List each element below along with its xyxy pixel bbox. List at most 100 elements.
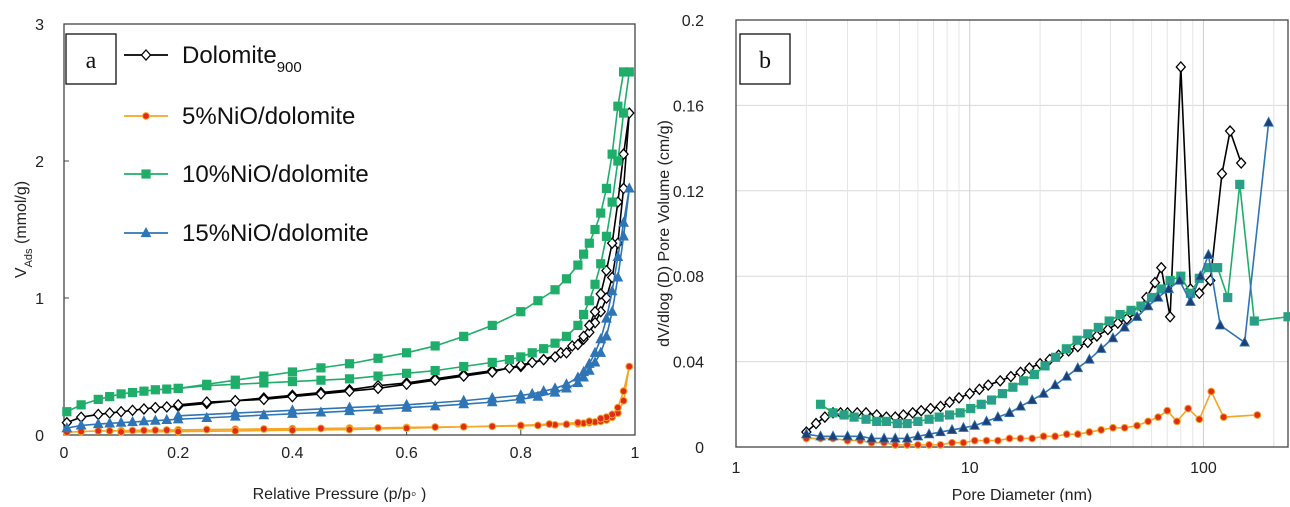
panel-b-data-point: [976, 399, 986, 409]
panel-b-data-point: [969, 419, 981, 430]
panel-a-data-point: [61, 422, 73, 433]
panel-b-data-point: [1083, 329, 1093, 339]
panel-a-data-point: [374, 423, 382, 432]
panel-a-data-point: [623, 182, 635, 193]
panel-b-data-point: [1049, 379, 1061, 390]
panel-b-data-point: [819, 411, 831, 424]
panel-b-data-point: [1004, 406, 1015, 417]
panel-a-data-point: [372, 382, 384, 395]
panel-b-data-point: [1085, 428, 1094, 436]
panel-a-data-point: [104, 407, 116, 420]
panel-b-data-point: [861, 414, 871, 424]
panel-b-data-point: [1018, 376, 1029, 386]
panel-b-data-point: [936, 440, 945, 449]
panel-b-data-point: [842, 430, 853, 441]
panel-b-data-point: [970, 436, 979, 445]
panel-b-data-point: [1283, 312, 1290, 322]
panel-a-data-point: [402, 424, 411, 433]
panel-a-data-point: [526, 356, 538, 369]
panel-a-data-point: [172, 409, 184, 420]
panel-a-data-point: [229, 394, 241, 407]
panel-b-data-point: [924, 414, 934, 424]
panel-a-data-point: [601, 330, 612, 341]
panel-b-series: [800, 60, 1290, 449]
panel-b-data-point: [1174, 274, 1185, 285]
panel-b-data-point: [1184, 404, 1193, 413]
panel-a-data-point: [504, 361, 515, 374]
panel-a-label: a: [86, 48, 97, 74]
panel-a-data-point: [372, 403, 384, 414]
panel-b-data-point: [854, 430, 866, 441]
panel-b-data-point: [1193, 287, 1205, 300]
panel-a-data-point: [606, 285, 618, 296]
panel-a-data-point: [201, 411, 213, 422]
panel-a-x-tick-label: 1: [631, 445, 640, 462]
panel-a-data-point: [117, 428, 125, 436]
panel-a-data-point: [288, 426, 297, 435]
panel-a-data-point: [583, 357, 595, 368]
panel-b-data-point: [1051, 432, 1060, 441]
panel-a-series-0: [61, 107, 635, 429]
panel-b-ticks: 1 10 100 0 0.04 0.08 0.12 0.16 0.2: [673, 13, 1217, 477]
panel-b-data-point: [982, 436, 991, 445]
panel-a-data-point: [459, 422, 468, 431]
panel-a-data-point: [573, 320, 583, 331]
panel-a-data-point: [550, 285, 560, 295]
panel-a-data-point: [527, 348, 537, 358]
panel-a-data-point: [92, 417, 104, 429]
panel-a-data-point: [317, 424, 325, 433]
panel-a-data-point: [173, 383, 183, 394]
panel-a-data-point: [161, 400, 173, 413]
panel-a-series-2: [62, 67, 634, 417]
panel-a-x-tick-label: 0.8: [510, 445, 532, 462]
panel-a-x-tick-label: 0: [60, 445, 69, 462]
panel-b-data-point: [828, 408, 838, 418]
panel-a-data-point: [619, 396, 628, 405]
panel-b-data-point: [1109, 423, 1117, 432]
panel-a-data-point: [287, 376, 298, 387]
panel-b-y-tick-label: 0.12: [673, 184, 704, 201]
panel-a-data-point: [201, 396, 213, 409]
panel-a-data-point: [230, 379, 240, 389]
panel-b-data-point: [1144, 417, 1153, 426]
panel-b-data-point: [1207, 387, 1216, 396]
panel-b-data-point: [815, 399, 826, 409]
legend-entry-2: 10%NiO/dolomite: [182, 161, 369, 188]
panel-b-y-tick-label: 0.04: [673, 355, 704, 372]
panel-b-data-point: [997, 389, 1008, 399]
panel-b-data-point: [1029, 369, 1039, 380]
panel-a-data-point: [138, 402, 150, 415]
panel-a-data-point: [607, 197, 617, 207]
panel-b-data-point: [1224, 125, 1236, 137]
panel-a-data-point: [430, 366, 440, 376]
panel-a-data-point: [613, 156, 623, 166]
panel-b-data-point: [1194, 270, 1206, 281]
panel-a-data-point: [127, 415, 138, 427]
legend-entry-name: 10%NiO/dolomite: [182, 161, 369, 188]
panel-b-data-point: [944, 396, 955, 409]
panel-a-data-point: [315, 406, 327, 417]
panel-b-data-point: [974, 383, 985, 396]
panel-b-data-point: [1142, 300, 1154, 311]
panel-b-data-point: [1213, 263, 1223, 273]
panel-a-data-point: [579, 249, 589, 259]
panel-a-data-point: [561, 346, 572, 359]
panel-a-data-point: [149, 414, 161, 425]
panel-b-label: b: [759, 48, 771, 74]
legend-entry-3: 15%NiO/dolomite: [182, 220, 369, 247]
panel-b-data-point: [907, 406, 919, 419]
panel-b-data-point: [1107, 332, 1119, 343]
panel-b-data-point: [1061, 344, 1071, 354]
panel-b-data-point: [948, 438, 956, 447]
panel-b-data-point: [915, 404, 927, 417]
panel-a-y-axis-label-main: V: [13, 267, 30, 278]
panel-a-data-point: [583, 319, 595, 332]
panel-a-data-point: [596, 208, 606, 218]
legend-swatch-marker: [142, 112, 150, 120]
panel-a-data-point: [431, 423, 440, 431]
panel-a-series-line: [66, 71, 631, 413]
panel-a-data-point: [561, 378, 572, 389]
panel-a-data-point: [76, 400, 86, 410]
panel-b-data-point: [1156, 284, 1166, 294]
panel-a-data-point: [562, 420, 571, 429]
